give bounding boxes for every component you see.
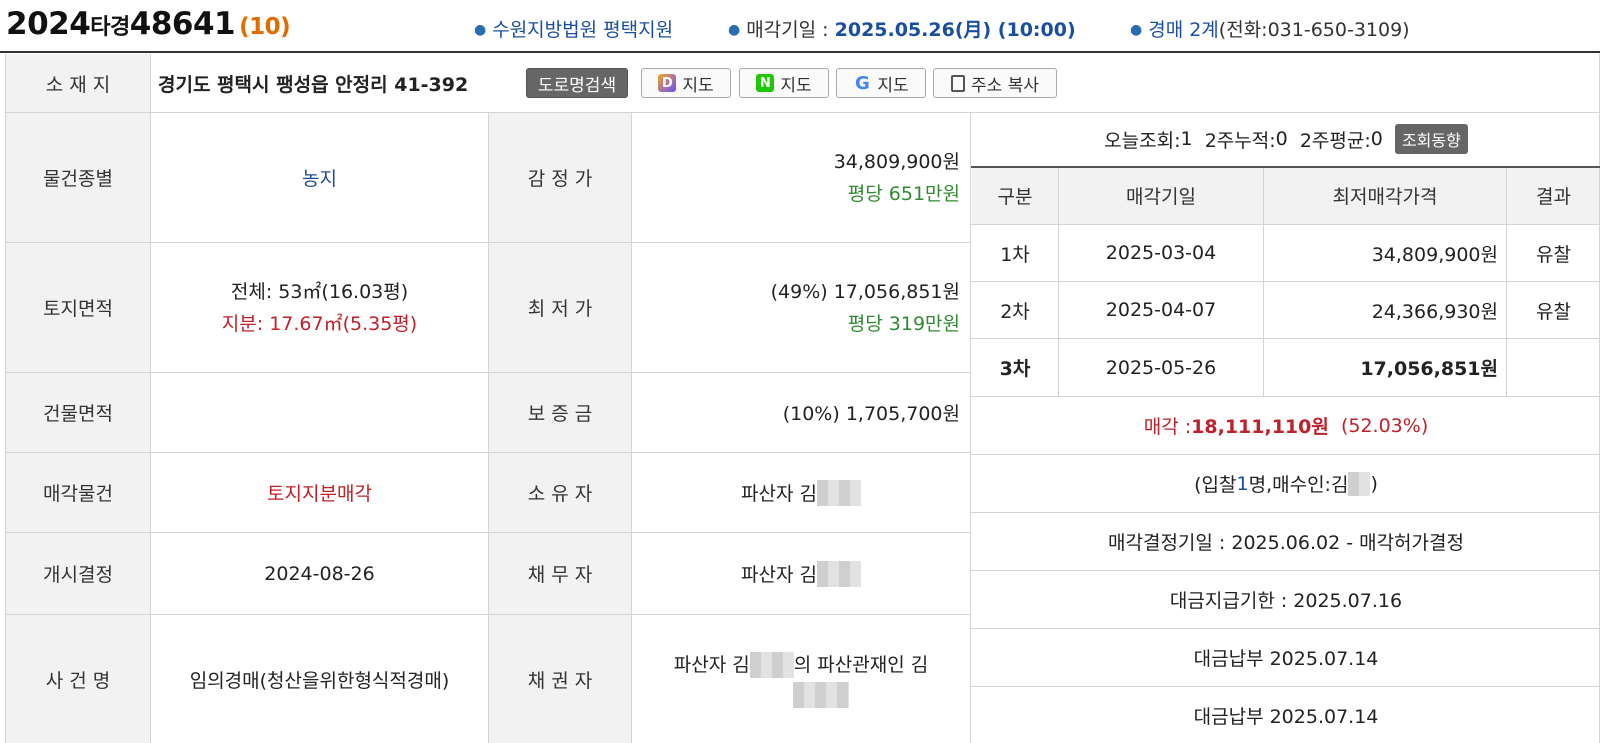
masked-name — [793, 682, 849, 709]
history-date: 2025-05-26 — [1105, 356, 1217, 379]
history-header-date: 매각기일 — [1059, 167, 1263, 224]
debtor-label: 채 무 자 — [489, 533, 631, 614]
address-label: 소 재 지 — [6, 54, 150, 112]
masked-name — [816, 479, 861, 506]
owner-value: 파산자 김 — [632, 453, 970, 532]
deposit-label: 보 증 금 — [489, 373, 631, 452]
building-area-label: 건물면적 — [6, 373, 150, 452]
history-result: 유찰 — [1536, 300, 1571, 323]
masked-name — [749, 652, 794, 679]
court-info[interactable]: ● 수원지방법원 평택지원 — [474, 19, 674, 41]
bullet-icon: ● — [728, 22, 741, 38]
appraisal-label: 감 정 가 — [489, 113, 631, 242]
masked-name — [816, 560, 861, 587]
case-count: (10) — [239, 14, 291, 40]
view-stats: 오늘조회: 1 2주누적: 0 2주평균: 0 조회동향 — [972, 116, 1600, 162]
history-header-round: 구분 — [972, 167, 1058, 224]
sale-result: 매각 : 18,111,110원 (52.03%) — [1143, 414, 1429, 439]
naver-logo-icon: N — [756, 74, 775, 92]
sale-item-value: 토지지분매각 — [267, 483, 372, 505]
sale-decision: 매각결정기일 : 2025.06.02 - 매각허가결정 — [1108, 532, 1464, 554]
land-area-label: 토지면적 — [6, 243, 150, 372]
google-map-button[interactable]: G 지도 — [836, 68, 926, 98]
case-header: 2024타경48641 (10) ● 수원지방법원 평택지원 ● 매각기일 : 202… — [0, 0, 1600, 53]
department-info: ● 경매 2계(전화:031-650-3109) — [1130, 19, 1410, 41]
history-header-result: 결과 — [1507, 167, 1600, 224]
naver-map-button[interactable]: N 지도 — [739, 68, 829, 98]
view-trend-button[interactable]: 조회동향 — [1394, 124, 1468, 154]
type-value[interactable]: 농지 — [302, 168, 337, 190]
case-name-label: 사 건 명 — [6, 615, 150, 743]
payment-due: 대금지급기한 : 2025.07.16 — [1169, 590, 1403, 612]
open-decision-value: 2024-08-26 — [264, 562, 375, 585]
history-round: 2차 — [1000, 300, 1030, 323]
history-date: 2025-03-04 — [1105, 242, 1217, 264]
sale-date-info: ● 매각기일 : 2025.05.26(月) (10:00) — [728, 19, 1076, 41]
bullet-icon: ● — [474, 22, 487, 38]
history-price: 24,366,930원 — [1371, 300, 1498, 323]
masked-name — [1348, 471, 1371, 496]
history-price: 17,056,851원 — [1360, 358, 1498, 380]
daum-logo-icon: D — [658, 74, 677, 92]
appraisal-value: 34,809,900원 평당 651만원 — [833, 150, 960, 205]
copy-icon — [951, 74, 966, 92]
history-round: 1차 — [1000, 243, 1030, 266]
debtor-value: 파산자 김 — [632, 533, 970, 614]
history-result: 유찰 — [1536, 243, 1571, 266]
history-price: 34,809,900원 — [1371, 243, 1498, 266]
bid-info: (입찰 1 명,매수인:김) — [1194, 471, 1378, 496]
payment-complete: 대금납부 2025.07.14 — [1193, 648, 1379, 670]
creditor-label: 채 권 자 — [489, 615, 631, 743]
min-price-value: (49%) 17,056,851원 평당 319만원 — [770, 280, 960, 335]
address-value: 경기도 평택시 팽성읍 안정리 41-392 — [158, 73, 469, 96]
type-label: 물건종별 — [6, 113, 150, 242]
deposit-value: (10%) 1,705,700원 — [782, 403, 960, 425]
open-decision-label: 개시결정 — [6, 533, 150, 614]
history-result — [1507, 339, 1600, 396]
sale-item-label: 매각물건 — [6, 453, 150, 532]
owner-label: 소 유 자 — [489, 453, 631, 532]
history-round: 3차 — [999, 358, 1031, 380]
google-logo-icon: G — [854, 72, 870, 94]
history-header-price: 최저매각가격 — [1264, 167, 1506, 224]
road-search-button[interactable]: 도로명검색 — [526, 68, 628, 98]
land-area-value: 전체: 53㎡(16.03평) 지분: 17.67㎡(5.35평) — [221, 280, 418, 335]
payment-complete: 대금납부 2025.07.14 — [1193, 705, 1379, 728]
case-name-value: 임의경매(청산을위한형식적경매) — [189, 669, 450, 692]
bullet-icon: ● — [1130, 22, 1143, 38]
min-price-label: 최 저 가 — [489, 243, 631, 372]
daum-map-button[interactable]: D 지도 — [641, 68, 731, 98]
case-number: 2024타경48641 (10) — [6, 6, 291, 42]
history-date: 2025-04-07 — [1105, 299, 1217, 321]
copy-address-button[interactable]: 주소 복사 — [933, 68, 1057, 98]
